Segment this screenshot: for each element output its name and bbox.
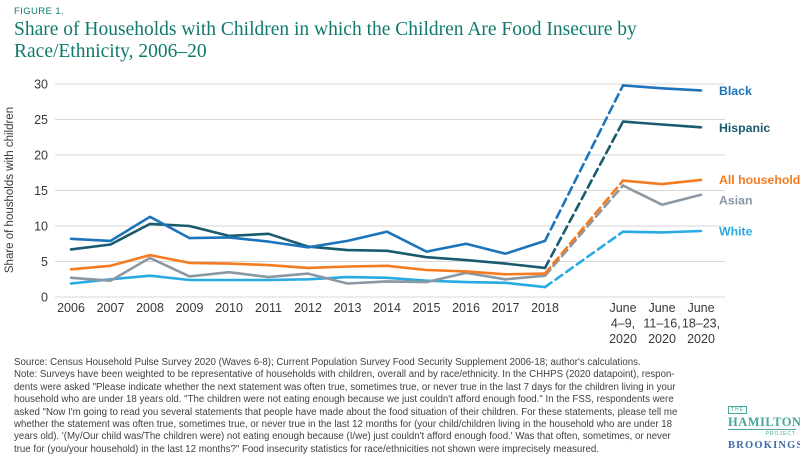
logo-brookings-text: BROOKINGS bbox=[728, 440, 800, 451]
x-tick-label: June bbox=[609, 301, 636, 315]
y-tick-label: 5 bbox=[41, 255, 48, 269]
legend-label-hispanic: Hispanic bbox=[719, 121, 770, 135]
x-tick-label: 2006 bbox=[57, 301, 85, 315]
figure-label: FIGURE 1. bbox=[14, 6, 65, 17]
x-tick-label: 2020 bbox=[609, 332, 637, 346]
series-line-all-households bbox=[69, 253, 547, 276]
series-dashed-hispanic bbox=[543, 120, 625, 270]
footnote-line: Note: Surveys have been weighted to be r… bbox=[14, 369, 675, 381]
y-tick-label: 20 bbox=[34, 149, 48, 163]
series-line-black bbox=[69, 215, 547, 255]
x-tick-label: 2020 bbox=[687, 332, 715, 346]
source-note: Source: Census Household Pulse Survey 20… bbox=[14, 357, 800, 456]
line-chart: 0 5 10 15 20 25 30 Share of housholds with chil… bbox=[0, 72, 800, 352]
logo-project-text: PROJECT bbox=[728, 429, 796, 437]
x-tick-label: June bbox=[687, 301, 714, 315]
series-dashed-white bbox=[543, 230, 625, 289]
series-line-white bbox=[69, 274, 547, 289]
x-tick-label: 2013 bbox=[334, 301, 362, 315]
footnote-line: household who are under 18 years old. "T… bbox=[14, 394, 674, 406]
y-tick-label: 15 bbox=[34, 184, 48, 198]
logo-hamilton-text: HAMILTON bbox=[728, 415, 800, 429]
legend-label-asian: Asian bbox=[719, 193, 753, 207]
y-tick-label: 10 bbox=[34, 220, 48, 234]
x-tick-label: 2018 bbox=[531, 301, 559, 315]
footnote-line: Source: Census Household Pulse Survey 20… bbox=[14, 357, 641, 368]
hamilton-brookings-logo: THE HAMILTON PROJECT BROOKINGS bbox=[728, 398, 800, 451]
series-line-asian bbox=[69, 256, 547, 285]
x-tick-label: 2017 bbox=[492, 301, 520, 315]
x-tick-label: June bbox=[648, 301, 675, 315]
y-tick-label: 25 bbox=[34, 113, 48, 127]
footnote-line: dents were asked "Please indicate whethe… bbox=[14, 381, 676, 393]
x-tick-label: 2012 bbox=[294, 301, 322, 315]
series-wave-line-black bbox=[621, 84, 703, 92]
y-tick-label: 30 bbox=[34, 78, 48, 92]
series-dashed-asian bbox=[543, 184, 625, 277]
footnote-line: years old). '(My/Our child was/The child… bbox=[14, 431, 671, 443]
x-tick-label: 2020 bbox=[648, 332, 676, 346]
x-tick-label: 18–23, bbox=[682, 317, 720, 331]
series-wave-line-asian bbox=[621, 184, 703, 206]
y-axis-title: Share of housholds with children bbox=[4, 107, 16, 273]
x-tick-label: 2011 bbox=[255, 301, 282, 315]
series-dashed-all-households bbox=[543, 179, 625, 275]
x-tick-label: 2016 bbox=[452, 301, 480, 315]
footnote-line: true for (you/your household) in the las… bbox=[14, 443, 599, 455]
series-dashed-black bbox=[543, 84, 625, 243]
x-tick-label: 4–9, bbox=[611, 317, 635, 331]
x-tick-label: 2015 bbox=[413, 301, 441, 315]
chart-canvas: 0 5 10 15 20 25 30 Share of housholds with chil… bbox=[4, 78, 800, 347]
y-tick-label: 0 bbox=[41, 291, 48, 305]
figure-title: Share of Households with Children in whi… bbox=[14, 19, 774, 63]
series-wave-line-hispanic bbox=[621, 120, 703, 129]
x-tick-label: 2014 bbox=[373, 301, 401, 315]
x-tick-label: 2009 bbox=[176, 301, 204, 315]
x-tick-label: 11–16, bbox=[643, 317, 680, 331]
x-tick-label: 2008 bbox=[136, 301, 164, 315]
x-tick-label: 2010 bbox=[215, 301, 243, 315]
legend-label-black: Black bbox=[719, 84, 752, 98]
figure-title-line2: Race/Ethnicity, 2006–20 bbox=[14, 41, 207, 62]
legend-label-white: White bbox=[719, 225, 753, 239]
series-wave-line-all-households bbox=[621, 178, 703, 186]
footnote-line: asked "Now I'm going to read you several… bbox=[14, 406, 678, 418]
footnote-line: whether the statement was often true, so… bbox=[14, 419, 673, 431]
logo-the-text: THE bbox=[728, 406, 747, 414]
series-wave-line-white bbox=[621, 229, 703, 234]
x-tick-label: 2007 bbox=[97, 301, 125, 315]
legend-label-all-households: All households bbox=[719, 173, 800, 187]
figure-title-line1: Share of Households with Children in whi… bbox=[14, 19, 637, 40]
